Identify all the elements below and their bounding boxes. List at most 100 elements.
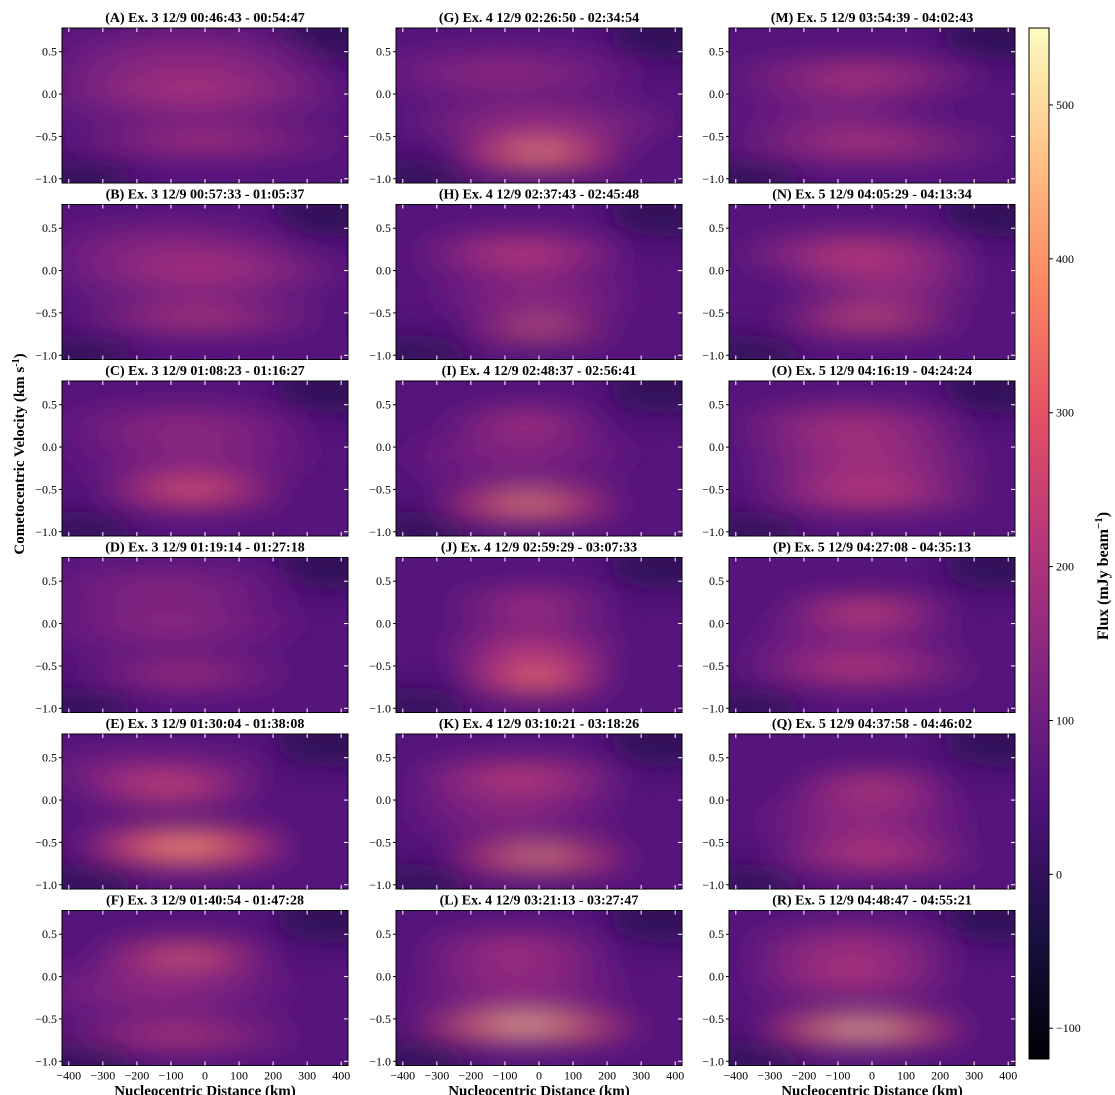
y-tick-label: 0.0 bbox=[376, 264, 391, 278]
heatmap-dark-regions bbox=[396, 28, 682, 183]
heatmap-emission-blob bbox=[824, 971, 879, 982]
heatmap-emission-blob bbox=[838, 489, 899, 498]
colorbar-label-superscript: −1 bbox=[1093, 517, 1105, 529]
panel-grid: (A) Ex. 3 12/9 00:46:43 - 00:54:47 0.5 0.0… bbox=[35, 11, 1017, 1095]
heatmap-dark-region bbox=[62, 1041, 136, 1066]
heatmap-dark-regions bbox=[729, 381, 1015, 536]
heatmap-emission-blob bbox=[829, 141, 901, 149]
heatmap-emission bbox=[396, 48, 676, 169]
heatmap-dark-region bbox=[941, 28, 1015, 60]
y-tick-label: −0.5 bbox=[702, 1012, 724, 1026]
y-tick-label: 0.0 bbox=[709, 87, 724, 101]
y-tick-label: 0.5 bbox=[42, 574, 57, 588]
heatmap-emission bbox=[62, 31, 347, 155]
y-tick-label: −1.0 bbox=[369, 172, 391, 186]
y-tick-label: −1.0 bbox=[35, 172, 57, 186]
y-tick-label: −1.0 bbox=[369, 525, 391, 539]
heatmap-emission-blob bbox=[126, 982, 195, 997]
heatmap-emission-blob bbox=[504, 118, 574, 129]
heatmap-emission-blob bbox=[842, 607, 889, 615]
y-tick-label: −0.5 bbox=[369, 835, 391, 849]
y-tick-label: 0.0 bbox=[376, 87, 391, 101]
y-tick-label: 0.0 bbox=[42, 970, 57, 984]
y-tick-label: 0.0 bbox=[709, 264, 724, 278]
y-tick-label: 0.5 bbox=[376, 574, 391, 588]
y-tick-label: −1.0 bbox=[35, 348, 57, 362]
heatmap-body bbox=[62, 28, 348, 183]
y-tick-label: −1.0 bbox=[35, 878, 57, 892]
heatmap-dark-region bbox=[941, 557, 1015, 590]
heatmap-emission-blob bbox=[169, 137, 241, 145]
heatmap-emission-blob bbox=[508, 290, 563, 302]
y-tick-label: −0.5 bbox=[35, 1012, 57, 1026]
colorbar-gradient bbox=[1029, 28, 1049, 1059]
heatmap-dark-region bbox=[608, 734, 682, 766]
heatmap-panel: (L) Ex. 4 12/9 03:21:13 - 03:27:47 −400 −3… bbox=[369, 894, 684, 1095]
heatmap-emission-blob bbox=[509, 642, 556, 656]
y-tick-label: 0.0 bbox=[376, 617, 391, 631]
y-tick-label: 0.5 bbox=[376, 221, 391, 235]
panel-title: (L) Ex. 4 12/9 03:21:13 - 03:27:47 bbox=[440, 894, 639, 909]
heatmap-emission-blob bbox=[844, 851, 900, 860]
heatmap-dark-region bbox=[396, 864, 470, 889]
y-tick-label: 0.5 bbox=[709, 751, 724, 765]
heatmap-emission-blob bbox=[851, 783, 893, 791]
heatmap-dark-region bbox=[729, 688, 803, 713]
y-tick-label: −1.0 bbox=[369, 878, 391, 892]
heatmap-emission-blob bbox=[149, 49, 220, 63]
y-tick-label: 0.5 bbox=[42, 221, 57, 235]
heatmap-dark-region bbox=[274, 381, 348, 413]
y-tick-label: −0.5 bbox=[702, 306, 724, 320]
heatmap-body bbox=[729, 734, 1015, 889]
heatmap-body bbox=[62, 381, 348, 536]
heatmap-dark-region bbox=[62, 511, 136, 536]
heatmap-emission bbox=[738, 597, 979, 684]
panel-title: (F) Ex. 3 12/9 01:40:54 - 01:47:28 bbox=[106, 894, 304, 909]
panel-title: (N) Ex. 5 12/9 04:05:29 - 04:13:34 bbox=[772, 188, 971, 203]
x-tick-label: 100 bbox=[897, 1069, 915, 1083]
y-tick-label: 0.5 bbox=[709, 927, 724, 941]
heatmap-body bbox=[729, 204, 1015, 360]
panel-title: (O) Ex. 5 12/9 04:16:19 - 04:24:24 bbox=[772, 364, 972, 379]
heatmap-emission-blob bbox=[161, 263, 235, 278]
heatmap-panel: (K) Ex. 4 12/9 03:10:21 - 03:18:26 0.5 0.0… bbox=[369, 717, 683, 892]
y-tick-label: −0.5 bbox=[35, 835, 57, 849]
panel-title: (M) Ex. 5 12/9 03:54:39 - 04:02:43 bbox=[771, 11, 974, 26]
heatmap-dark-regions bbox=[62, 734, 348, 889]
panel-title: (K) Ex. 4 12/9 03:10:21 - 03:18:26 bbox=[439, 717, 639, 732]
x-tick-label: 300 bbox=[632, 1069, 650, 1083]
x-tick-label: −200 bbox=[792, 1069, 817, 1083]
heatmap-emission-blob bbox=[834, 1025, 890, 1033]
x-tick-label: −300 bbox=[424, 1069, 449, 1083]
heatmap-emission-blob bbox=[136, 616, 205, 631]
heatmap-dark-region bbox=[608, 557, 682, 590]
heatmap-panel: (J) Ex. 4 12/9 02:59:29 - 03:07:33 0.5 0.0… bbox=[369, 541, 683, 715]
y-tick-label: −1.0 bbox=[369, 701, 391, 715]
x-tick-label: −100 bbox=[826, 1069, 851, 1083]
heatmap-emission-blob bbox=[494, 248, 550, 260]
heatmap-emission-blob bbox=[514, 854, 564, 861]
heatmap-dark-regions bbox=[729, 204, 1015, 360]
colorbar-label-close: ) bbox=[1095, 512, 1112, 517]
y-axis-label-close: ) bbox=[12, 353, 28, 358]
y-tick-label: −0.5 bbox=[702, 129, 724, 143]
y-tick-label: 0.0 bbox=[709, 970, 724, 984]
x-tick-label: −300 bbox=[757, 1069, 782, 1083]
colorbar-label: Flux (mJy beam−1) bbox=[1093, 512, 1112, 640]
heatmap-dark-regions bbox=[62, 381, 348, 536]
x-axis-label: Nucleocentric Distance (km) bbox=[114, 1084, 296, 1095]
x-tick-label: 200 bbox=[264, 1069, 282, 1083]
x-tick-label: −100 bbox=[493, 1069, 518, 1083]
heatmap-dark-region bbox=[62, 335, 136, 360]
y-tick-label: 0.5 bbox=[709, 574, 724, 588]
y-tick-label: −0.5 bbox=[369, 1012, 391, 1026]
heatmap-emission-blob bbox=[824, 941, 879, 953]
heatmap-body bbox=[729, 910, 1015, 1066]
y-axis-label-main: Cometocentric Velocity (km s bbox=[12, 367, 28, 555]
heatmap-dark-region bbox=[274, 734, 348, 766]
y-tick-label: 0.0 bbox=[42, 793, 57, 807]
heatmap-dark-regions bbox=[729, 28, 1015, 183]
panel-title: (R) Ex. 5 12/9 04:48:47 - 04:55:21 bbox=[772, 894, 971, 909]
heatmap-emission-blob bbox=[488, 448, 549, 463]
y-tick-label: 0.5 bbox=[709, 398, 724, 412]
